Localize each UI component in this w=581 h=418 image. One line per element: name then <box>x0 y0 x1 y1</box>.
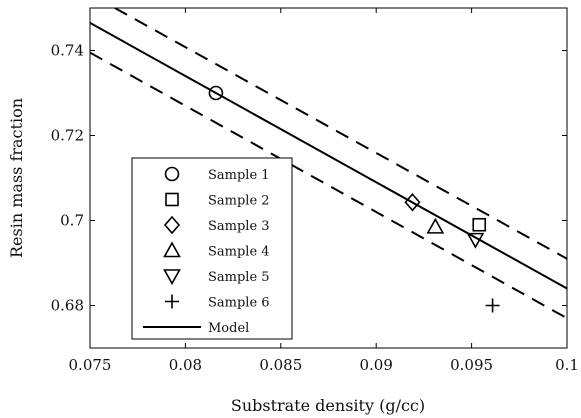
data-point-sample-5 <box>466 232 485 249</box>
x-tick-label: 0.085 <box>259 356 302 374</box>
legend-box <box>131 157 293 340</box>
lines-layer <box>90 8 567 320</box>
model-line <box>90 22 567 290</box>
bound-line-1 <box>114 8 567 260</box>
x-tick-label: 0.09 <box>359 356 392 374</box>
data-point-sample-2 <box>472 217 487 232</box>
legend-label-sample-5: Sample 5 <box>208 270 270 285</box>
legend-label-sample-3: Sample 3 <box>208 219 270 234</box>
legend-marker-sample-5 <box>163 269 181 286</box>
y-tick-label: 0.72 <box>51 127 84 145</box>
legend-marker-sample-3 <box>163 215 181 235</box>
legend: Sample 1 Sample 2 Sample 3 Sample 4 Sample 5… <box>131 157 293 340</box>
x-tick-label: 0.095 <box>450 356 493 374</box>
plot-frame <box>89 7 568 349</box>
x-tick-label: 0.075 <box>69 356 112 374</box>
legend-label-sample-6: Sample 6 <box>208 296 270 311</box>
legend-label-model: Model <box>208 321 249 336</box>
plot-area: 0.075 0.08 0.085 0.09 0.095 0.1 0.68 0.7 0.72 0.7… <box>51 7 579 374</box>
legend-marker-sample-4 <box>163 241 181 258</box>
legend-label-sample-4: Sample 4 <box>208 245 270 260</box>
y-tick-label: 0.74 <box>51 42 84 60</box>
data-point-sample-1 <box>208 85 224 101</box>
y-tick-label: 0.68 <box>51 297 84 315</box>
y-tick-label: 0.7 <box>60 212 84 230</box>
data-point-sample-6 <box>485 298 500 313</box>
data-point-sample-4 <box>426 217 445 234</box>
legend-label-sample-1: Sample 1 <box>208 168 270 183</box>
y-axis-label: Resin mass fraction <box>7 98 26 258</box>
legend-marker-sample-1 <box>164 166 180 182</box>
legend-items: Sample 1 Sample 2 Sample 3 Sample 4 Sample 5… <box>143 166 270 336</box>
data-point-sample-3 <box>404 193 421 212</box>
legend-marker-sample-2 <box>165 192 179 207</box>
x-tick-label: 0.1 <box>555 356 579 374</box>
legend-marker-sample-6 <box>165 294 179 309</box>
ticks-layer: 0.075 0.08 0.085 0.09 0.095 0.1 0.68 0.7 0.72 0.7… <box>51 8 579 374</box>
markers-layer <box>208 85 500 313</box>
x-tick-label: 0.08 <box>169 356 202 374</box>
legend-label-sample-2: Sample 2 <box>208 194 270 209</box>
x-axis-label: Substrate density (g/cc) <box>231 396 425 415</box>
